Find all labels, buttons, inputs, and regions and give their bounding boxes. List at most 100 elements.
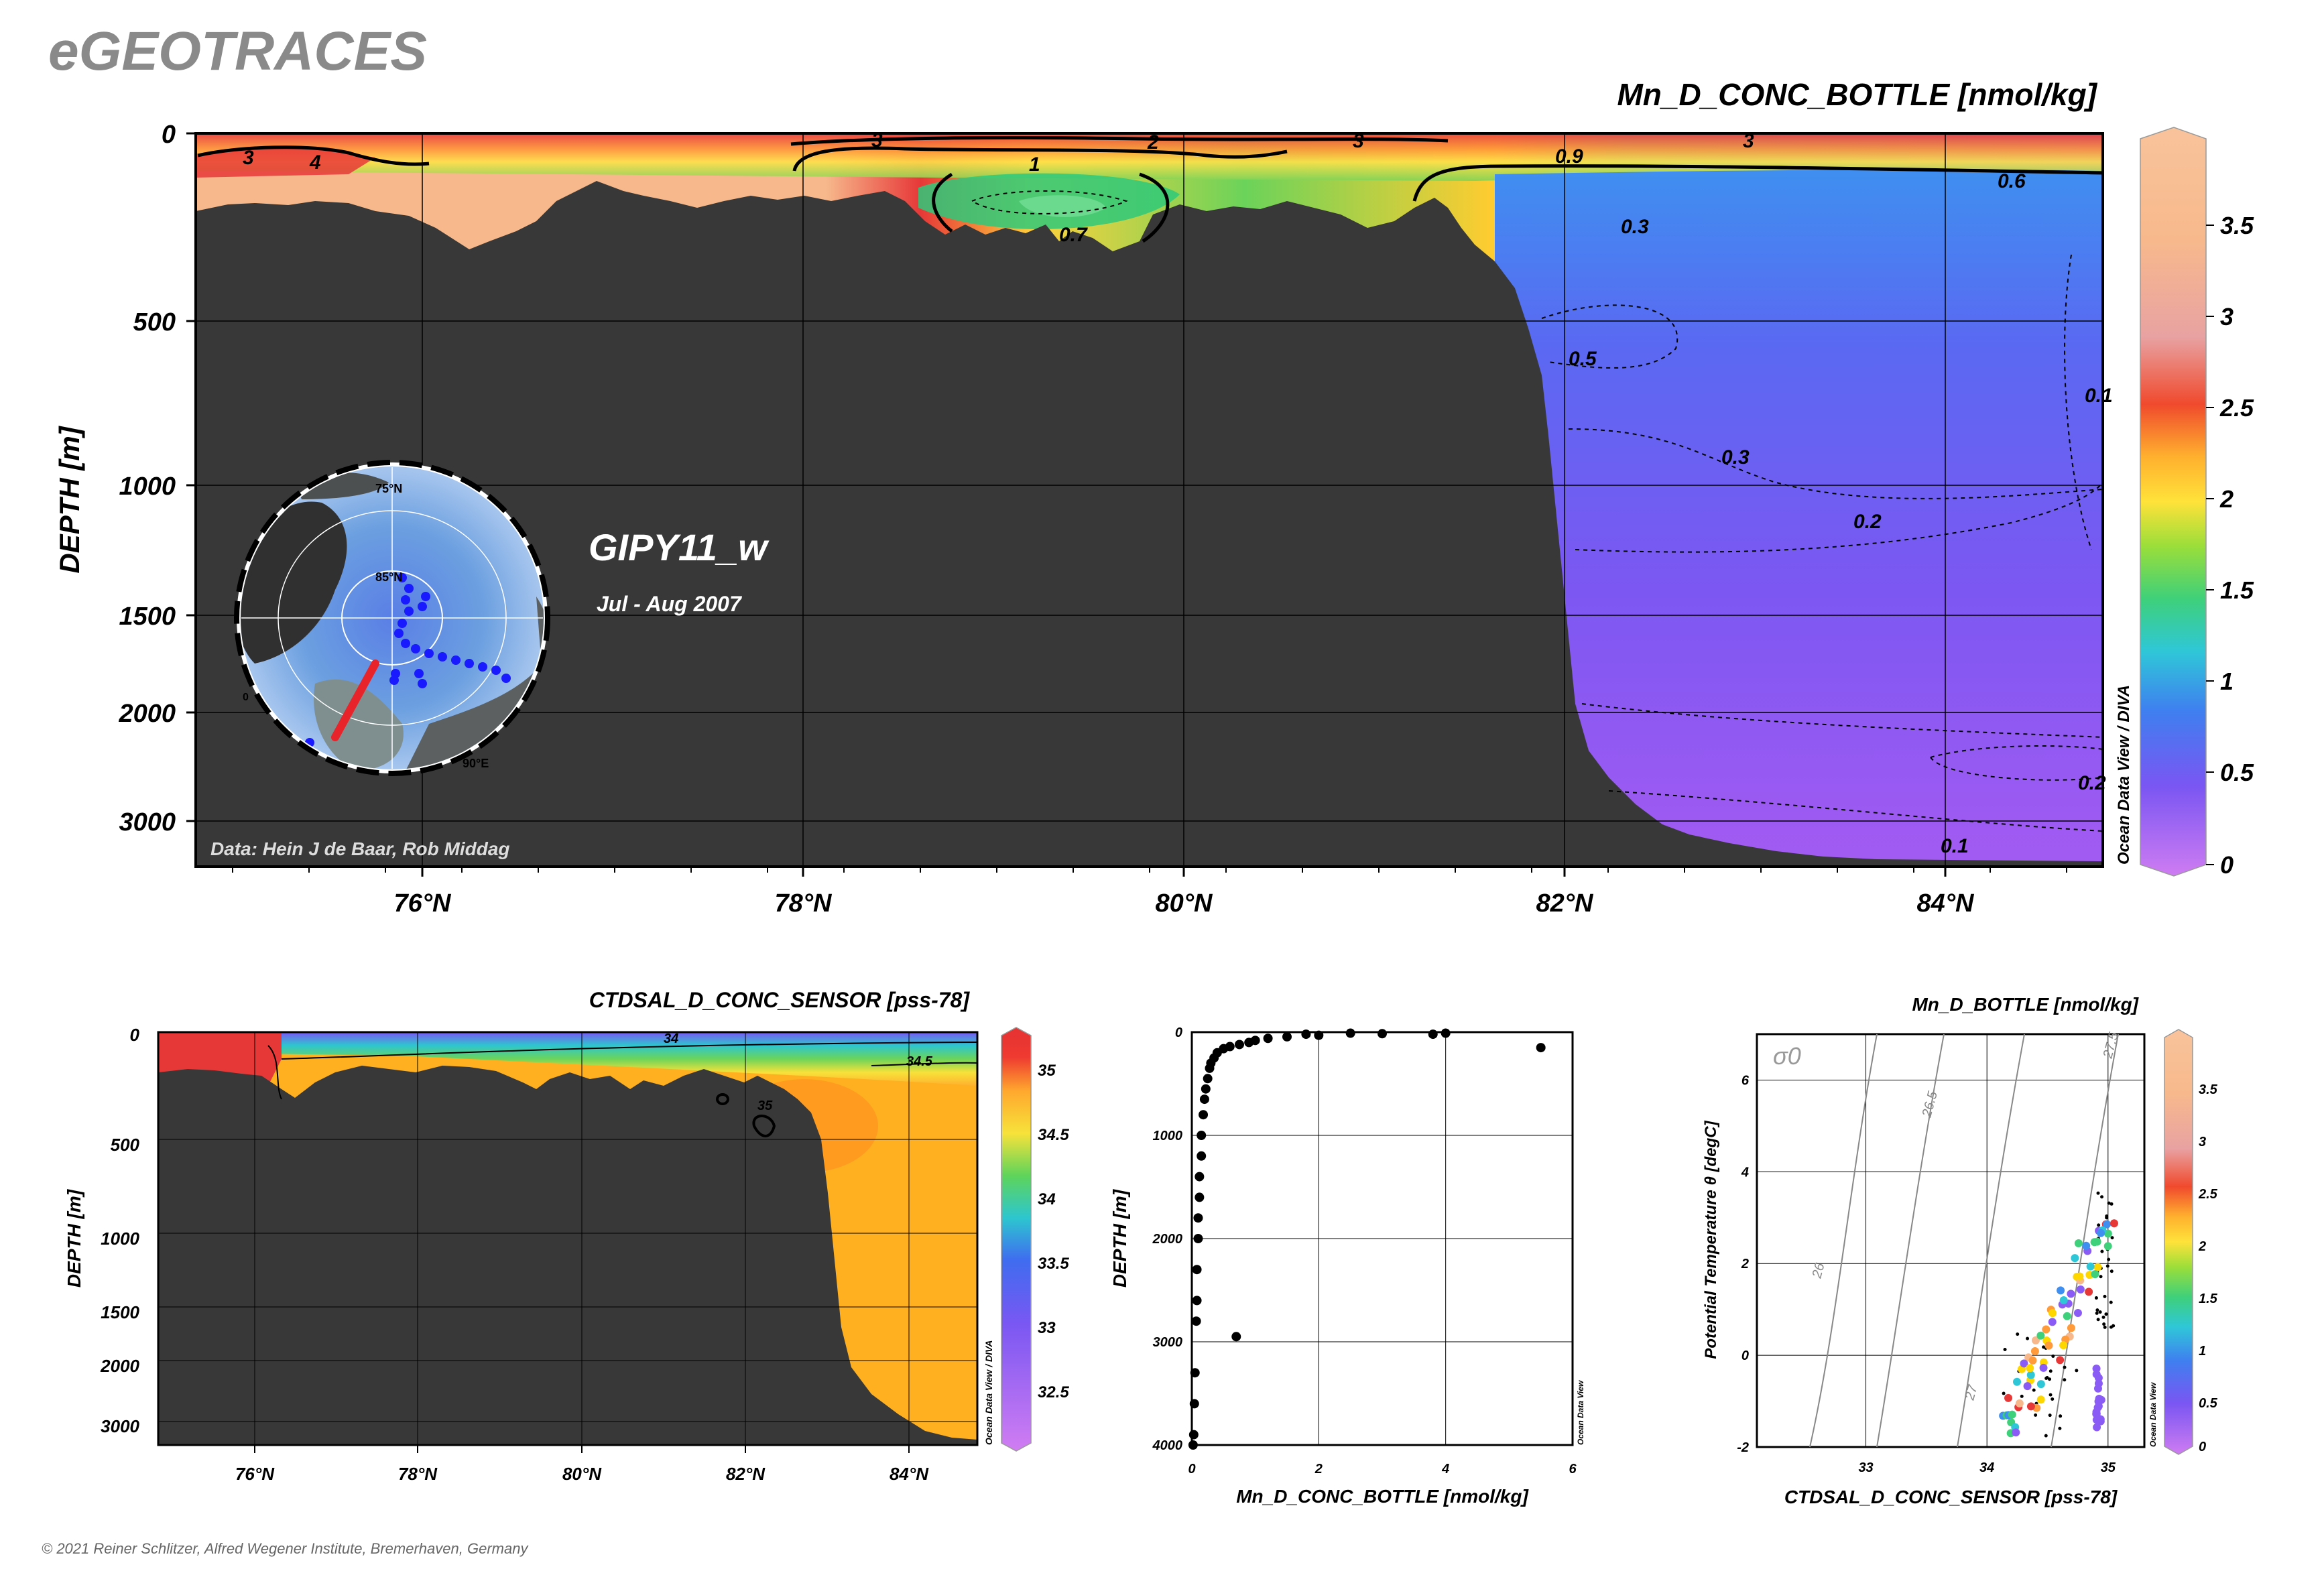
ts-point bbox=[2015, 1399, 2024, 1407]
ts-point bbox=[2093, 1237, 2101, 1246]
profile-y-tick-label: 3000 bbox=[1153, 1335, 1183, 1350]
ts-chart-title: Mn_D_BOTTLE [nmol/kg] bbox=[1912, 994, 2139, 1015]
ts-y-tick-label: 0 bbox=[1741, 1348, 1749, 1363]
ts-point bbox=[2109, 1219, 2118, 1228]
main-contour-label: 4 bbox=[309, 151, 321, 174]
main-contour-label: 3 bbox=[871, 129, 883, 151]
salinity-y-tick-label: 0 bbox=[130, 1025, 140, 1045]
map-station bbox=[397, 573, 407, 582]
profile-point bbox=[1188, 1440, 1198, 1450]
ts-point bbox=[2036, 1395, 2045, 1404]
map-station bbox=[404, 584, 414, 593]
main-contour-label: 3 bbox=[1743, 130, 1754, 152]
ts-point-bg bbox=[2003, 1348, 2007, 1352]
map-station bbox=[418, 602, 427, 611]
ts-point bbox=[2063, 1312, 2071, 1320]
copyright-note: © 2021 Reiner Schlitzer, Alfred Wegener … bbox=[42, 1540, 529, 1557]
brand-title: eGEOTRACES bbox=[48, 21, 427, 82]
ts-point bbox=[2059, 1296, 2068, 1304]
map-station bbox=[418, 679, 427, 688]
ts-point bbox=[2008, 1410, 2016, 1419]
ts-x-axis: 33 34 35 bbox=[1858, 1460, 2116, 1475]
salinity-colorbar-credit: Ocean Data View / DIVA bbox=[983, 1340, 994, 1445]
map-station bbox=[424, 649, 434, 658]
profile-point bbox=[1231, 1332, 1241, 1342]
section-period: Jul - Aug 2007 bbox=[597, 592, 743, 616]
salinity-y-tick-label: 2000 bbox=[100, 1356, 139, 1376]
ts-point bbox=[2067, 1290, 2075, 1298]
ts-colorbar-fill bbox=[2164, 1029, 2193, 1455]
main-y-tick-label: 1000 bbox=[119, 473, 176, 501]
map-station bbox=[491, 666, 501, 675]
profile-y-tick-label: 1000 bbox=[1153, 1129, 1183, 1143]
main-colorbar-fill bbox=[2140, 127, 2207, 877]
salinity-x-tick-label: 80°N bbox=[562, 1464, 602, 1484]
salinity-seafloor bbox=[158, 1066, 977, 1445]
ts-point bbox=[2096, 1417, 2105, 1426]
ts-points bbox=[1999, 1191, 2118, 1438]
main-colorbar-tick-label: 0.5 bbox=[2220, 759, 2254, 786]
main-contour-label: 0.2 bbox=[1853, 511, 1882, 533]
ts-point-bg bbox=[2109, 1269, 2114, 1273]
main-contour-label: 0.9 bbox=[1555, 145, 1583, 168]
map-station bbox=[421, 592, 430, 601]
main-y-tick-label: 500 bbox=[133, 308, 176, 336]
ts-y-tick-label: 2 bbox=[1741, 1257, 1749, 1271]
main-contours-thick bbox=[197, 136, 2103, 243]
ts-point bbox=[2076, 1285, 2085, 1294]
ts-point bbox=[2036, 1331, 2045, 1340]
profile-point bbox=[1201, 1084, 1211, 1094]
main-surface-band bbox=[196, 133, 2103, 181]
profile-point bbox=[1193, 1234, 1203, 1243]
ts-colorbar-tick-label: 1.5 bbox=[2199, 1292, 2218, 1306]
map-label-lat1: 75°N bbox=[375, 482, 402, 495]
main-x-tick-label: 82°N bbox=[1536, 889, 1594, 918]
profile-point bbox=[1441, 1028, 1451, 1038]
main-contours-thin bbox=[970, 190, 2103, 832]
ts-point-bg bbox=[2099, 1275, 2103, 1279]
ts-point-bg bbox=[2103, 1325, 2107, 1329]
main-colorbar-tick-label: 1.5 bbox=[2220, 576, 2254, 604]
ts-point bbox=[2091, 1270, 2099, 1279]
ts-point-bg bbox=[2105, 1216, 2109, 1220]
salinity-chart-title: CTDSAL_D_CONC_SENSOR [pss-78] bbox=[589, 988, 971, 1012]
ts-point bbox=[2092, 1365, 2101, 1373]
ts-point bbox=[2048, 1318, 2057, 1326]
main-contour-label: 3 bbox=[1353, 130, 1364, 152]
ts-point-bg bbox=[2048, 1377, 2052, 1381]
salinity-gridlines bbox=[158, 1032, 977, 1445]
ts-point bbox=[2075, 1272, 2084, 1281]
ts-point-bg bbox=[2059, 1414, 2063, 1418]
main-x-tick-label: 78°N bbox=[775, 889, 833, 918]
ts-sigma-label: σ0 bbox=[1773, 1042, 1801, 1070]
map-label-lon: 90°E bbox=[463, 757, 489, 770]
profile-x-label: Mn_D_CONC_BOTTLE [nmol/kg] bbox=[1236, 1486, 1529, 1507]
profile-point bbox=[1189, 1399, 1199, 1409]
ts-point bbox=[2071, 1254, 2079, 1263]
salinity-x-axis: 76°N 78°N 80°N 82°N 84°N bbox=[235, 1445, 929, 1484]
ts-x-tick-label: 33 bbox=[1858, 1460, 1873, 1475]
main-y-tick-label: 1500 bbox=[119, 603, 176, 631]
ts-point-bg bbox=[2110, 1236, 2114, 1240]
ts-point-bg bbox=[2044, 1434, 2048, 1438]
ts-point-bg bbox=[2020, 1394, 2024, 1398]
salinity-colorbar-tick-label: 32.5 bbox=[1038, 1383, 1069, 1401]
profile-point bbox=[1191, 1316, 1201, 1326]
salinity-surface-band bbox=[158, 1032, 977, 1086]
main-colorbar-tick-label: 2.5 bbox=[2219, 394, 2254, 422]
salinity-y-axis: 0 500 1000 1500 2000 3000 bbox=[100, 1025, 139, 1436]
ts-colorbar-ticks: 3.5 3 2.5 2 1.5 1 0.5 0 bbox=[2198, 1082, 2218, 1454]
main-contour-label: 0.5 bbox=[1569, 348, 1597, 370]
ts-y-axis: 6 4 2 0 -2 bbox=[1737, 1073, 1750, 1455]
main-contour-label: 1 bbox=[1029, 153, 1040, 176]
ts-point bbox=[2020, 1359, 2028, 1368]
ts-point-bg bbox=[2096, 1318, 2100, 1322]
ts-point bbox=[2086, 1262, 2095, 1271]
main-colorbar-tick-label: 0 bbox=[2220, 851, 2234, 879]
salinity-contours bbox=[267, 1042, 977, 1137]
main-contour-label: 0.1 bbox=[2085, 385, 2113, 407]
ts-point bbox=[2048, 1309, 2057, 1318]
ts-point-bg bbox=[2063, 1365, 2067, 1369]
